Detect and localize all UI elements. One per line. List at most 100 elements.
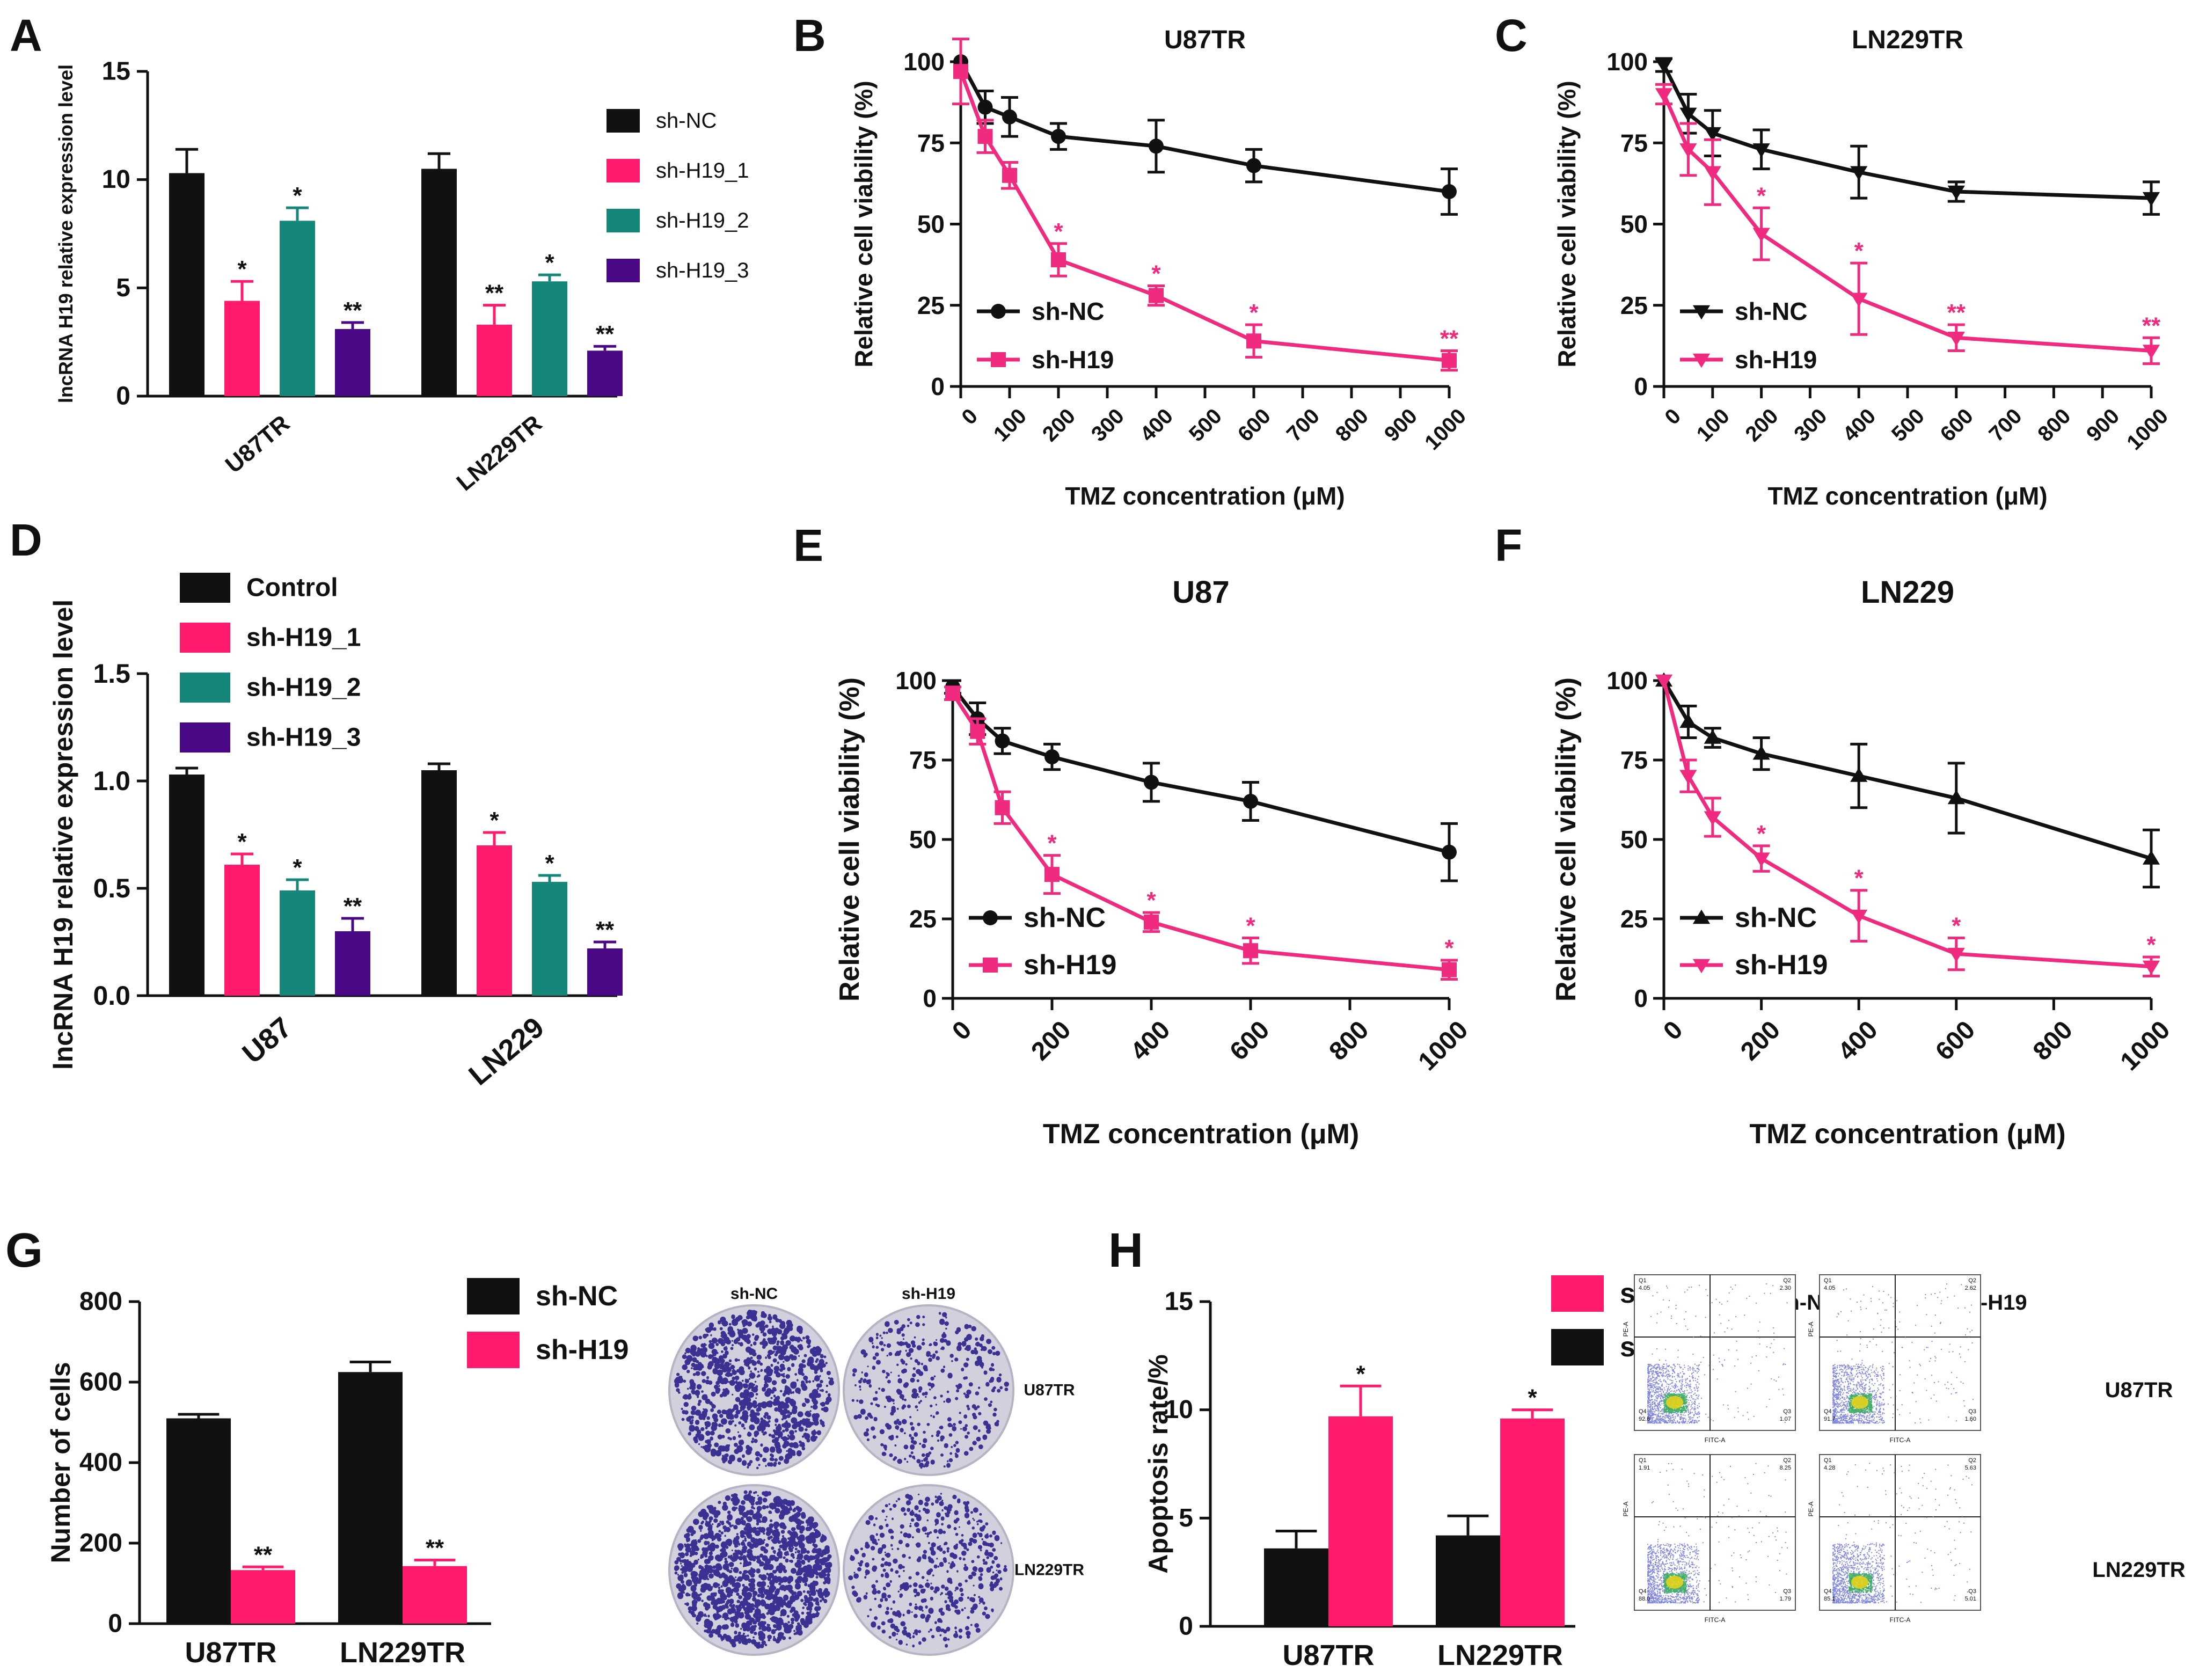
flow-cytometry-plots: sh-NC sh-H19U87TRLN229TRQ14.05Q22.30Q31.0… [1622,1274,2186,1624]
x-category-label: LN229TR [451,410,547,496]
legend-label: sh-H19_2 [246,674,361,702]
data-point [1850,768,1868,782]
y-tick-label: 50 [917,210,945,238]
panel-label-c: C [1495,10,1528,61]
y-tick-label: 25 [1620,905,1648,933]
y-tick-label: 0.0 [93,981,130,1011]
y-tick-label: 10 [1165,1396,1193,1424]
colony-column-label: sh-NC [730,1285,778,1303]
legend-swatch [180,673,230,703]
y-axis-label: Relative cell viability (%) [834,677,865,1002]
panel-label-a: A [10,10,42,61]
x-category-label: U87 [236,1011,297,1070]
legend-swatch [607,159,640,182]
y-tick-label: 100 [1606,667,1648,695]
x-tick-label: 900 [2082,404,2124,446]
quadrant-name: Q2 [1783,1457,1791,1464]
significance-mark: ** [344,297,362,324]
quadrant-name: Q3 [1968,1408,1976,1415]
data-point [2142,345,2160,359]
x-category-label: LN229TR [340,1637,465,1669]
chart-title: U87 [1172,575,1229,610]
bar-sh-h19-2-ln229 [532,882,567,996]
quadrant-name: Q1 [1639,1457,1647,1464]
bar-sh-h19-ln229tr [403,1566,467,1624]
data-point [1947,332,1965,346]
bar-sh-nc-u87tr [166,1418,231,1624]
legend-label: Control [246,574,338,602]
flow-events-core [1851,1396,1868,1409]
legend-label: sh-NC [1735,297,1807,325]
legend-label: sh-H19_3 [656,259,749,282]
significance-mark: * [1757,821,1766,847]
legend-swatch [180,623,230,653]
bar-sh-nc-ln229tr [1436,1535,1500,1626]
y-tick-label: 0.5 [93,873,130,903]
x-tick-label: 100 [1692,404,1734,446]
y-axis-label: Number of cells [46,1362,76,1563]
colony-row-label: U87TR [1024,1382,1075,1399]
data-point [2142,960,2160,975]
y-tick-label: 400 [79,1449,122,1477]
y-axis-label: lncRNA H19 relative expression level [55,64,77,403]
legend-label: sh-H19 [1735,949,1828,981]
data-point [1149,138,1164,154]
bar-sh-h19-2-ln229tr [532,281,567,396]
bar-sh-nc-u87tr [169,173,204,396]
data-point [1044,867,1060,882]
y-tick-label: 25 [909,905,937,933]
chart-title: U87TR [1164,26,1246,54]
x-tick-label: 800 [2033,404,2075,446]
series-line [1662,680,2152,860]
x-category-label: U87TR [1282,1639,1374,1671]
quadrant-name: Q2 [1968,1277,1976,1284]
flow-y-axis-label: PE-A [1807,1501,1815,1516]
legend-swatch [607,209,640,232]
quadrant-name: Q4 [1639,1408,1647,1415]
legend-label: sh-NC [536,1281,618,1312]
quadrant-name: Q3 [1968,1588,1976,1595]
legend-label: sh-NC [1735,902,1817,933]
flow-events-core [1666,1575,1683,1589]
legend-swatch [180,573,230,603]
x-tick-label: 0 [1660,404,1685,429]
series-line [1662,64,2152,200]
flow-frame [1819,1454,1981,1611]
data-point [995,800,1010,815]
y-axis-label: lncRNA H19 relative expression level [48,600,78,1070]
bar-chart-a: 0 5 10 15 lncRNA H19 relative expression lev… [55,57,749,496]
significance-mark: * [237,256,247,282]
data-point [1144,914,1159,930]
data-point [1752,852,1770,867]
legend-label: sh-H19_3 [246,724,361,752]
data-point [1692,909,1711,924]
data-point [1752,745,1770,760]
quadrant-value: 5.01 [1965,1596,1976,1602]
data-point [991,304,1006,319]
x-tick-label: 700 [1282,404,1324,446]
y-tick-label: 1.5 [93,659,130,689]
x-tick-label: 0 [947,1016,977,1046]
data-point [1947,947,1965,962]
bar-sh-h19-u87tr [1328,1416,1393,1626]
x-tick-label: 800 [2028,1016,2078,1066]
x-tick-label: 900 [1380,404,1422,446]
bar-sh-h19-3-ln229tr [587,350,623,396]
data-point [1442,844,1457,860]
panel-label-d: D [10,515,42,565]
series-sh-nc [953,54,1458,216]
legend-label: sh-H19_1 [656,159,749,182]
bar-chart-g: 0 200 400 600 800 Number of cells ** U87TR ** LN2… [46,1278,629,1669]
data-point [977,129,993,144]
bar-control-u87 [169,775,204,996]
panel-label-h: H [1108,1224,1143,1277]
series-sh-h19: ***** [952,38,1459,372]
data-point [1051,252,1066,268]
significance-mark: * [490,807,499,834]
flow-frame [1819,1274,1981,1431]
significance-mark: ** [344,893,362,919]
data-point [991,352,1006,367]
